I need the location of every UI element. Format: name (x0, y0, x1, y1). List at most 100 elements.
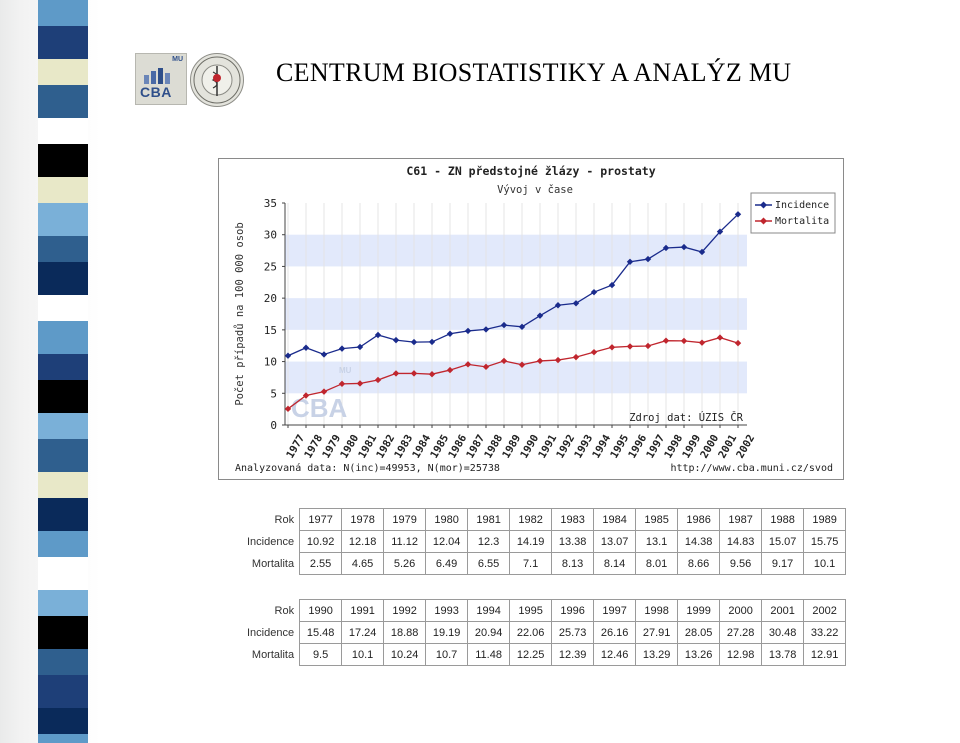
table-cell: 12.3 (467, 530, 511, 553)
chart-panel: CBA MU 0 5 10 15 20 25 30 35 1977 1978 1979 1980 19… (218, 158, 844, 480)
stripe-block (38, 118, 88, 144)
data-point-mortalita (572, 353, 580, 361)
table-cell: 8.13 (551, 552, 595, 575)
table-cell: 1986 (677, 508, 721, 531)
data-point-incidence (284, 352, 292, 359)
stripe-block (38, 262, 88, 295)
x-tick-label: 2002 (734, 433, 757, 461)
data-point-incidence (626, 258, 634, 265)
background-band (285, 361, 747, 394)
data-point-mortalita (392, 370, 400, 377)
stripe-block (38, 498, 88, 531)
data-point-mortalita (428, 370, 436, 378)
seal-icon (193, 56, 241, 104)
data-point-incidence (410, 338, 418, 346)
table-cell: 10.7 (425, 643, 469, 666)
data-point-incidence (734, 211, 742, 218)
data-point-incidence (698, 248, 706, 256)
table-cell: 6.55 (467, 552, 511, 575)
stripe-block (38, 531, 88, 557)
table-cell: 14.83 (719, 530, 763, 553)
table-cell: 5.26 (383, 552, 427, 575)
y-tick-label: 35 (264, 197, 277, 210)
table-cell: 1996 (551, 599, 595, 622)
table-cell: 15.75 (803, 530, 847, 553)
legend-label-incidence: Incidence (775, 200, 829, 211)
table-cell: 1977 (299, 508, 343, 531)
legend-marker-incidence (760, 201, 767, 209)
data-point-incidence (644, 255, 652, 263)
table-cell: 30.48 (761, 621, 805, 644)
data-point-incidence (428, 338, 436, 346)
table-cell: 1984 (593, 508, 637, 531)
data-point-mortalita (626, 343, 634, 350)
chart-source-note: Zdroj dat: ÚZIS ČR (629, 411, 743, 424)
table-row: Incidence 15.48 17.24 18.88 19.19 20.94 22.06 2… (247, 621, 847, 644)
data-point-mortalita (410, 370, 418, 377)
data-point-mortalita (536, 357, 544, 365)
table-row: Incidence 10.92 12.18 11.12 12.04 12.3 14.19 13… (247, 530, 847, 553)
table-cell: 1993 (425, 599, 469, 622)
table-cell: 8.01 (635, 552, 679, 575)
table-cell: 15.48 (299, 621, 343, 644)
decorative-side-stripe (0, 0, 110, 743)
table-cell: 11.48 (467, 643, 511, 666)
table-row-header: Incidence (247, 535, 295, 548)
stripe-block (38, 85, 88, 118)
data-point-incidence (482, 326, 490, 333)
y-tick-label: 20 (264, 292, 277, 305)
data-point-mortalita (608, 344, 616, 351)
stripe-block (38, 439, 88, 472)
stripe-block (38, 413, 88, 439)
table-cell: 13.1 (635, 530, 679, 553)
data-point-mortalita (356, 380, 364, 387)
legend-label-mortalita: Mortalita (775, 216, 829, 227)
table-cell: 1987 (719, 508, 763, 531)
table-cell: 1997 (593, 599, 637, 622)
table-cell: 10.1 (341, 643, 385, 666)
stripe-block (38, 616, 88, 649)
stripe-block (38, 590, 88, 616)
chart-gridlines (287, 203, 739, 425)
y-tick-label: 5 (270, 387, 277, 400)
stripe-block (38, 734, 88, 743)
y-axis-label: Počet případů na 100 000 osob (234, 222, 246, 405)
data-point-mortalita (590, 348, 598, 356)
stripe-block (38, 472, 88, 498)
data-point-mortalita (446, 366, 454, 374)
line-chart: CBA MU 0 5 10 15 20 25 30 35 197719781979198019… (234, 164, 836, 474)
data-point-mortalita (518, 361, 526, 368)
table-cell: 28.05 (677, 621, 721, 644)
data-point-mortalita (680, 337, 688, 345)
cba-logo-small-text: MU (172, 56, 183, 63)
table-cell: 26.16 (593, 621, 637, 644)
data-point-mortalita (554, 356, 562, 364)
data-point-incidence (392, 336, 400, 344)
table-row-header: Incidence (247, 626, 295, 639)
data-point-mortalita (716, 334, 724, 341)
chart-title: C61 - ZN předstojné žlázy - prostaty (406, 164, 655, 178)
background-band (285, 298, 747, 330)
y-tick-label: 10 (264, 356, 277, 369)
table-cell: 18.88 (383, 621, 427, 644)
institute-seal-logo (190, 53, 244, 107)
data-point-mortalita (320, 388, 328, 395)
table-cell: 13.26 (677, 643, 721, 666)
stripe-block (38, 144, 88, 177)
stripe-block (38, 354, 88, 380)
data-point-incidence (302, 344, 310, 351)
table-row: Mortalita 9.5 10.1 10.24 10.7 11.48 12.25 12.39… (247, 643, 847, 666)
chart-legend: Incidence Mortalita (750, 192, 836, 234)
data-point-incidence (572, 300, 580, 307)
data-table-1990-2002: Rok 1990 1991 1992 1993 1994 1995 1996 1997 1998 1… (247, 599, 847, 666)
data-point-incidence (320, 351, 328, 358)
table-cell: 1990 (299, 599, 343, 622)
table-cell: 14.38 (677, 530, 721, 553)
data-point-incidence (518, 323, 526, 331)
data-point-incidence (716, 228, 724, 235)
cba-logo: MU CBA (135, 53, 187, 105)
data-point-mortalita (698, 339, 706, 346)
stripe-block (38, 295, 88, 321)
table-cell: 1979 (383, 508, 427, 531)
data-point-mortalita (644, 342, 652, 350)
